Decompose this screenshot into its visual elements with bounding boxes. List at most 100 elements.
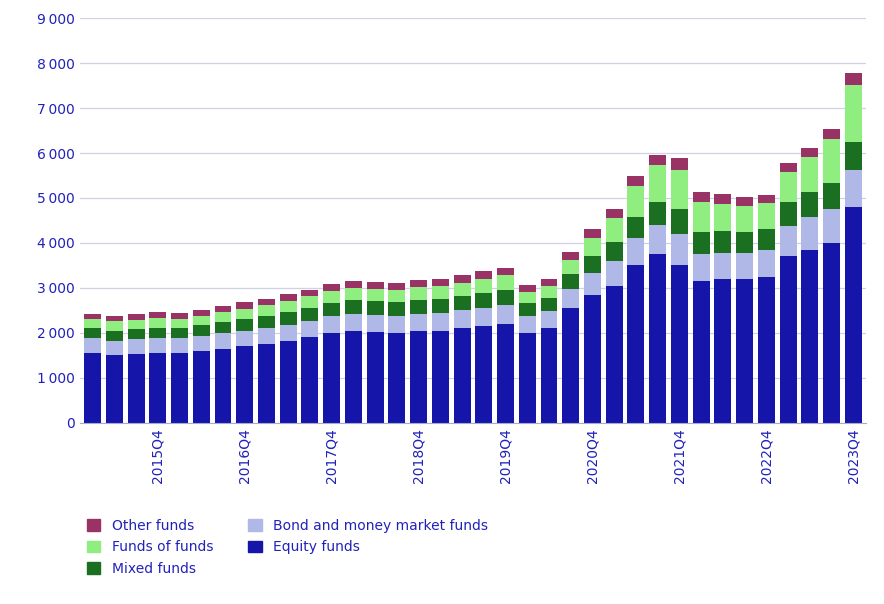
Bar <box>693 192 710 202</box>
Bar <box>628 239 644 265</box>
Bar <box>345 281 362 288</box>
Bar <box>279 341 297 423</box>
Bar <box>171 338 188 353</box>
Bar <box>388 290 406 302</box>
Bar <box>497 305 514 324</box>
Bar <box>258 306 275 316</box>
Bar <box>801 157 819 192</box>
Bar <box>758 250 774 277</box>
Bar <box>106 315 123 321</box>
Bar <box>780 163 796 172</box>
Bar <box>432 313 449 330</box>
Bar <box>845 170 862 207</box>
Bar <box>628 217 644 239</box>
Bar <box>84 329 101 338</box>
Bar <box>432 299 449 313</box>
Bar <box>345 330 362 423</box>
Bar <box>453 329 470 423</box>
Bar <box>801 249 819 423</box>
Bar <box>584 256 601 273</box>
Bar <box>497 290 514 305</box>
Bar <box>758 194 774 204</box>
Bar <box>780 226 796 257</box>
Bar <box>258 316 275 329</box>
Bar <box>453 296 470 310</box>
Bar <box>432 286 449 299</box>
Bar <box>301 338 318 423</box>
Bar <box>606 209 622 218</box>
Bar <box>497 324 514 423</box>
Bar <box>845 74 862 85</box>
Bar <box>367 332 384 423</box>
Bar <box>540 286 558 298</box>
Bar <box>215 333 232 349</box>
Bar <box>236 330 253 346</box>
Bar <box>714 194 731 204</box>
Bar <box>453 310 470 329</box>
Bar <box>279 312 297 325</box>
Bar <box>324 333 340 423</box>
Bar <box>714 279 731 423</box>
Bar <box>628 186 644 217</box>
Bar <box>780 257 796 423</box>
Bar <box>324 316 340 333</box>
Bar <box>410 313 427 330</box>
Bar <box>693 254 710 281</box>
Bar <box>714 204 731 231</box>
Bar <box>540 298 558 311</box>
Bar <box>127 329 145 339</box>
Bar <box>410 330 427 423</box>
Bar <box>258 344 275 423</box>
Bar <box>845 85 862 142</box>
Bar <box>324 284 340 291</box>
Bar <box>758 277 774 423</box>
Bar <box>236 309 253 319</box>
Bar <box>736 198 753 207</box>
Bar <box>823 139 840 182</box>
Bar <box>84 313 101 320</box>
Bar <box>823 129 840 139</box>
Bar <box>215 349 232 423</box>
Bar <box>84 320 101 329</box>
Bar <box>519 292 536 303</box>
Bar <box>606 262 622 286</box>
Bar <box>714 253 731 279</box>
Bar <box>301 297 318 309</box>
Bar <box>171 313 188 319</box>
Bar <box>671 265 688 423</box>
Bar <box>106 341 123 355</box>
Bar <box>324 291 340 303</box>
Bar <box>758 204 774 230</box>
Bar <box>606 218 622 242</box>
Bar <box>127 313 145 320</box>
Bar <box>432 278 449 286</box>
Legend: Other funds, Funds of funds, Mixed funds, Bond and money market funds, Equity fu: Other funds, Funds of funds, Mixed funds… <box>87 519 488 576</box>
Bar <box>171 319 188 328</box>
Bar <box>215 312 232 323</box>
Bar <box>171 328 188 338</box>
Bar <box>519 316 536 333</box>
Bar <box>279 294 297 301</box>
Bar <box>562 252 579 260</box>
Bar <box>780 172 796 202</box>
Bar <box>540 329 558 423</box>
Bar <box>236 346 253 423</box>
Bar <box>127 320 145 329</box>
Bar <box>780 202 796 226</box>
Bar <box>236 302 253 309</box>
Bar <box>279 325 297 341</box>
Bar <box>693 232 710 254</box>
Bar <box>453 275 470 283</box>
Bar <box>410 300 427 313</box>
Bar <box>519 333 536 423</box>
Bar <box>236 319 253 330</box>
Bar <box>562 260 579 274</box>
Bar <box>736 279 753 423</box>
Bar <box>845 142 862 170</box>
Bar <box>649 155 667 165</box>
Bar <box>476 279 492 293</box>
Bar <box>606 242 622 262</box>
Bar <box>671 170 688 209</box>
Bar <box>258 329 275 344</box>
Bar <box>714 231 731 253</box>
